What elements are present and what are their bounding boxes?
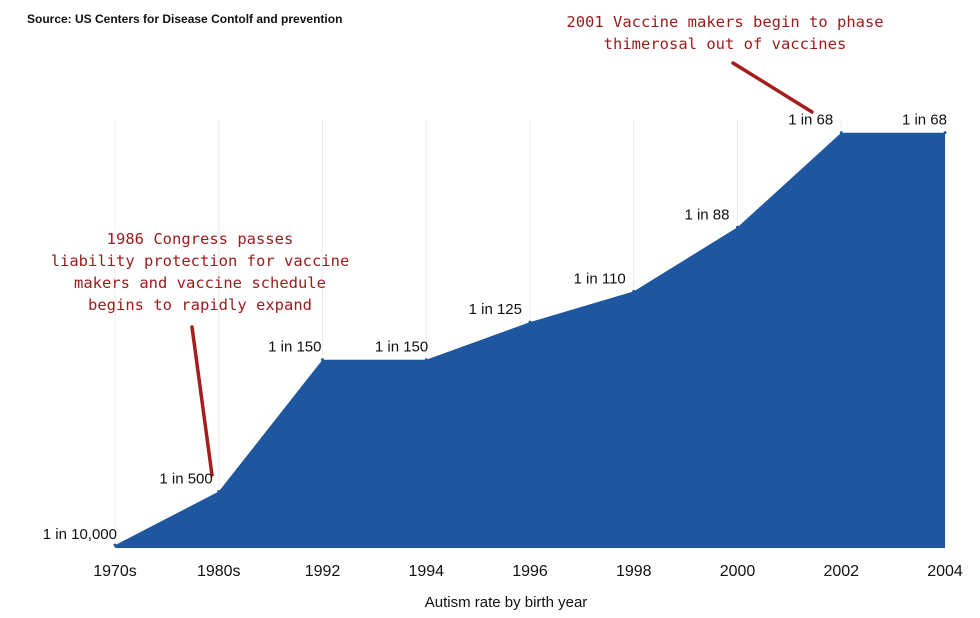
area-series xyxy=(113,131,947,548)
annotation-2001-pointer xyxy=(731,61,814,114)
data-point xyxy=(528,320,532,324)
data-point xyxy=(839,131,843,135)
data-label: 1 in 150 xyxy=(375,339,428,356)
annotation-arrows xyxy=(190,61,814,477)
data-label: 1 in 88 xyxy=(684,206,729,223)
data-label: 1 in 110 xyxy=(573,270,625,287)
data-point xyxy=(113,543,117,547)
source-note: Source: US Centers for Disease Contolf a… xyxy=(27,12,343,26)
x-tick-label: 1998 xyxy=(616,563,652,580)
x-tick-label: 1996 xyxy=(512,563,548,580)
area-fill xyxy=(115,132,945,548)
data-label: 1 in 68 xyxy=(902,112,947,129)
data-point xyxy=(632,289,636,293)
x-tick-label: 2002 xyxy=(823,563,859,580)
data-point xyxy=(321,358,324,362)
data-label: 1 in 150 xyxy=(268,339,321,356)
x-tick-labels: 1970s 1980s 1992 1994 1996 1998 2000 2002 2004 xyxy=(93,563,963,580)
x-axis-title: Autism rate by birth year xyxy=(425,594,588,611)
data-point xyxy=(943,131,947,135)
x-tick-label: 1980s xyxy=(197,563,241,580)
data-point xyxy=(736,225,739,229)
annotation-2001: 2001 Vaccine makers begin to phase thime… xyxy=(566,13,884,53)
x-tick-label: 1992 xyxy=(305,563,341,580)
x-tick-label: 2004 xyxy=(927,563,963,580)
x-tick-label: 1994 xyxy=(408,563,444,580)
data-label: 1 in 500 xyxy=(159,471,212,488)
data-label: 1 in 125 xyxy=(469,301,522,318)
x-tick-label: 2000 xyxy=(720,563,756,580)
data-point xyxy=(424,358,428,362)
data-label: 1 in 68 xyxy=(788,112,833,129)
data-label: 1 in 10,000 xyxy=(43,526,117,543)
annotation-1986: 1986 Congress passes liability protectio… xyxy=(50,230,350,314)
data-point xyxy=(217,490,221,494)
data-labels: 1 in 10,000 1 in 500 1 in 150 1 in 150 1 in … xyxy=(43,112,947,543)
annotation-1986-pointer xyxy=(190,325,214,477)
x-tick-label: 1970s xyxy=(93,563,137,580)
